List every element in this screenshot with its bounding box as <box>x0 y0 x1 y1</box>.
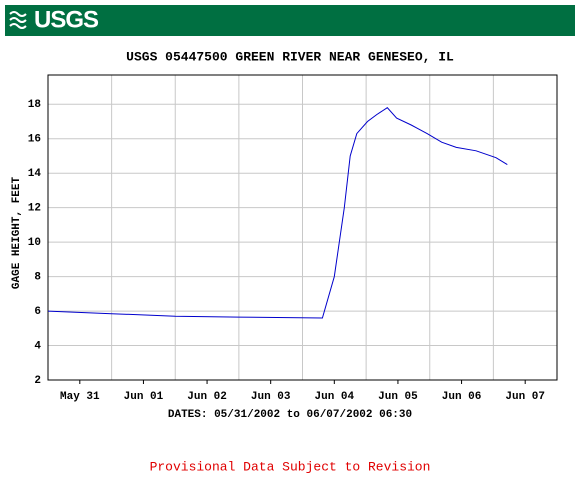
y-tick-label: 14 <box>28 168 42 180</box>
x-tick-label: Jun 01 <box>124 391 164 403</box>
footer: Provisional Data Subject to Revision <box>150 459 431 474</box>
logo: USGS <box>34 6 99 33</box>
y-tick-label: 6 <box>34 306 41 318</box>
y-tick-label: 4 <box>34 340 41 352</box>
chart-title: USGS 05447500 GREEN RIVER NEAR GENESEO, … <box>126 49 454 64</box>
y-tick-label: 16 <box>28 134 41 146</box>
y-tick-label: 8 <box>34 272 41 284</box>
y-tick-label: 18 <box>28 99 42 111</box>
x-tick-label: May 31 <box>60 391 100 403</box>
x-axis-label: DATES: 05/31/2002 to 06/07/2002 06:30 <box>168 409 412 421</box>
y-tick-label: 2 <box>34 375 41 387</box>
header-bar <box>5 5 575 36</box>
x-tick-label: Jun 05 <box>378 391 418 403</box>
data-line <box>47 107 508 319</box>
plot-frame <box>47 74 558 381</box>
y-tick-label: 12 <box>28 203 41 215</box>
x-tick-label: Jun 04 <box>315 391 355 403</box>
x-tick-label: Jun 06 <box>442 391 482 403</box>
x-tick-label: Jun 03 <box>251 391 291 403</box>
x-tick-label: Jun 02 <box>187 391 227 403</box>
x-tick-label: Jun 07 <box>505 391 545 403</box>
y-axis-label: GAGE HEIGHT, FEET <box>11 176 23 289</box>
y-tick-label: 10 <box>28 237 41 249</box>
logo-waves <box>9 11 27 29</box>
